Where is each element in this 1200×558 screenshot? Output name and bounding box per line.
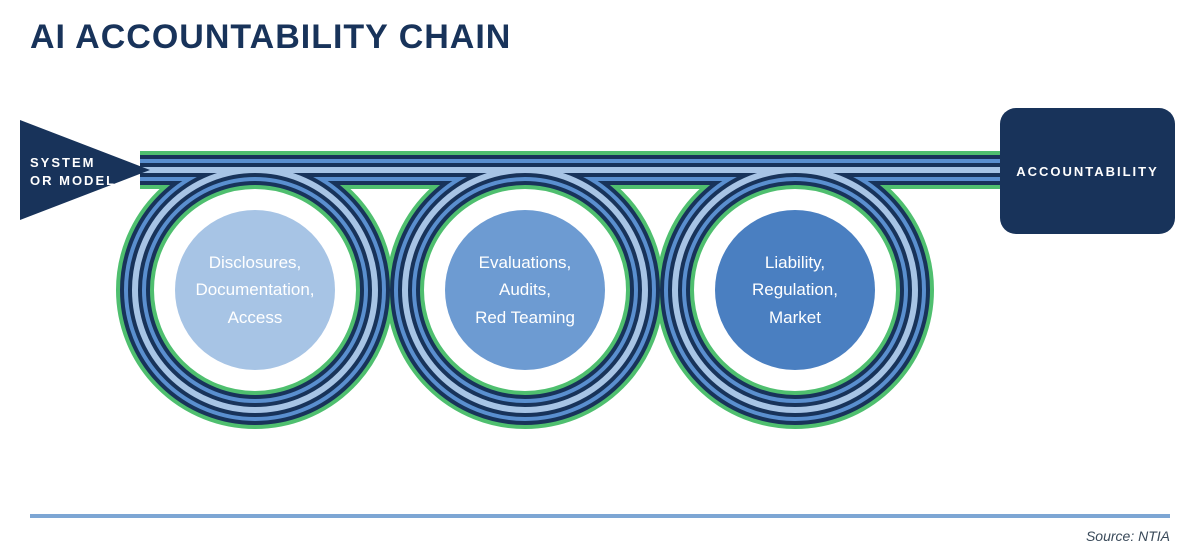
end-label: ACCOUNTABILITY	[1016, 164, 1159, 179]
stage-label: Evaluations,Audits,Red Teaming	[475, 249, 575, 331]
bottom-rule	[30, 514, 1170, 518]
source-credit: Source: NTIA	[1086, 528, 1170, 544]
page-title: AI ACCOUNTABILITY CHAIN	[30, 18, 511, 57]
start-label: SYSTEM OR MODEL	[30, 154, 116, 190]
stage-circle: Disclosures,Documentation,Access	[175, 210, 335, 370]
start-label-line2: OR MODEL	[30, 173, 116, 188]
stage-circle: Liability,Regulation,Market	[715, 210, 875, 370]
stage-circle: Evaluations,Audits,Red Teaming	[445, 210, 605, 370]
stage-label: Liability,Regulation,Market	[752, 249, 838, 331]
end-box: ACCOUNTABILITY	[1000, 108, 1175, 234]
diagram-canvas: SYSTEM OR MODEL ACCOUNTABILITY Disclosur…	[0, 100, 1200, 480]
start-label-line1: SYSTEM	[30, 155, 95, 170]
stage-label: Disclosures,Documentation,Access	[195, 249, 314, 331]
